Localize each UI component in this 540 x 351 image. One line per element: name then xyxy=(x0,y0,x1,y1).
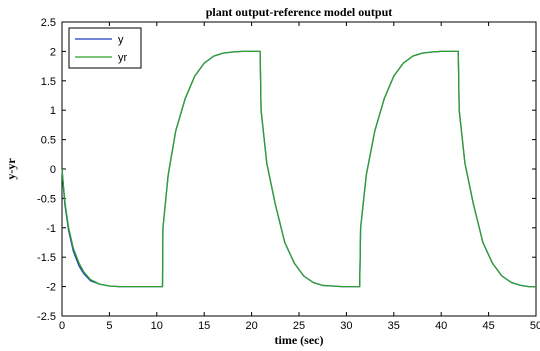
y-axis-ticks: -2.5 -2 -1.5 -1 -0.5 0 0.5 1 1.5 2 2.5 xyxy=(37,17,536,323)
x-tick-label: 0 xyxy=(59,320,65,332)
y-tick-label: 0 xyxy=(50,164,56,176)
y-tick-label: 0.5 xyxy=(41,135,56,147)
x-tick-label: 20 xyxy=(245,320,257,332)
x-tick-label: 25 xyxy=(293,320,305,332)
y-tick-label: 1 xyxy=(50,105,56,117)
x-tick-label: 30 xyxy=(340,320,352,332)
x-tick-label: 5 xyxy=(106,320,112,332)
chart-title: plant output-reference model output xyxy=(206,5,393,19)
x-axis-label: time (sec) xyxy=(275,333,324,347)
plot-area xyxy=(61,21,537,317)
series-line-yr xyxy=(61,50,536,288)
plot-frame xyxy=(61,21,537,317)
legend-box xyxy=(68,27,142,69)
y-axis-label: y-yr xyxy=(4,158,18,180)
x-tick-label: 35 xyxy=(388,320,400,332)
y-tick-label: -0.5 xyxy=(37,193,56,205)
legend-label-yr: yr xyxy=(118,52,128,64)
x-tick-label: 50 xyxy=(530,320,540,332)
x-tick-label: 15 xyxy=(198,320,210,332)
y-tick-label: 2 xyxy=(50,46,56,58)
y-tick-label: -1 xyxy=(46,223,56,235)
x-axis-ticks: 0 5 10 15 20 25 30 35 40 45 50 xyxy=(59,22,540,332)
y-tick-label: -2 xyxy=(46,282,56,294)
y-tick-label: 2.5 xyxy=(41,17,56,29)
y-tick-label: 1.5 xyxy=(41,76,56,88)
series-layer xyxy=(61,50,536,288)
legend-label-y: y xyxy=(118,34,124,46)
y-tick-label: -2.5 xyxy=(37,311,56,323)
x-tick-label: 45 xyxy=(482,320,494,332)
y-tick-label: -1.5 xyxy=(37,252,56,264)
x-tick-label: 40 xyxy=(435,320,447,332)
legend: y yr xyxy=(68,27,142,69)
x-tick-label: 10 xyxy=(151,320,163,332)
